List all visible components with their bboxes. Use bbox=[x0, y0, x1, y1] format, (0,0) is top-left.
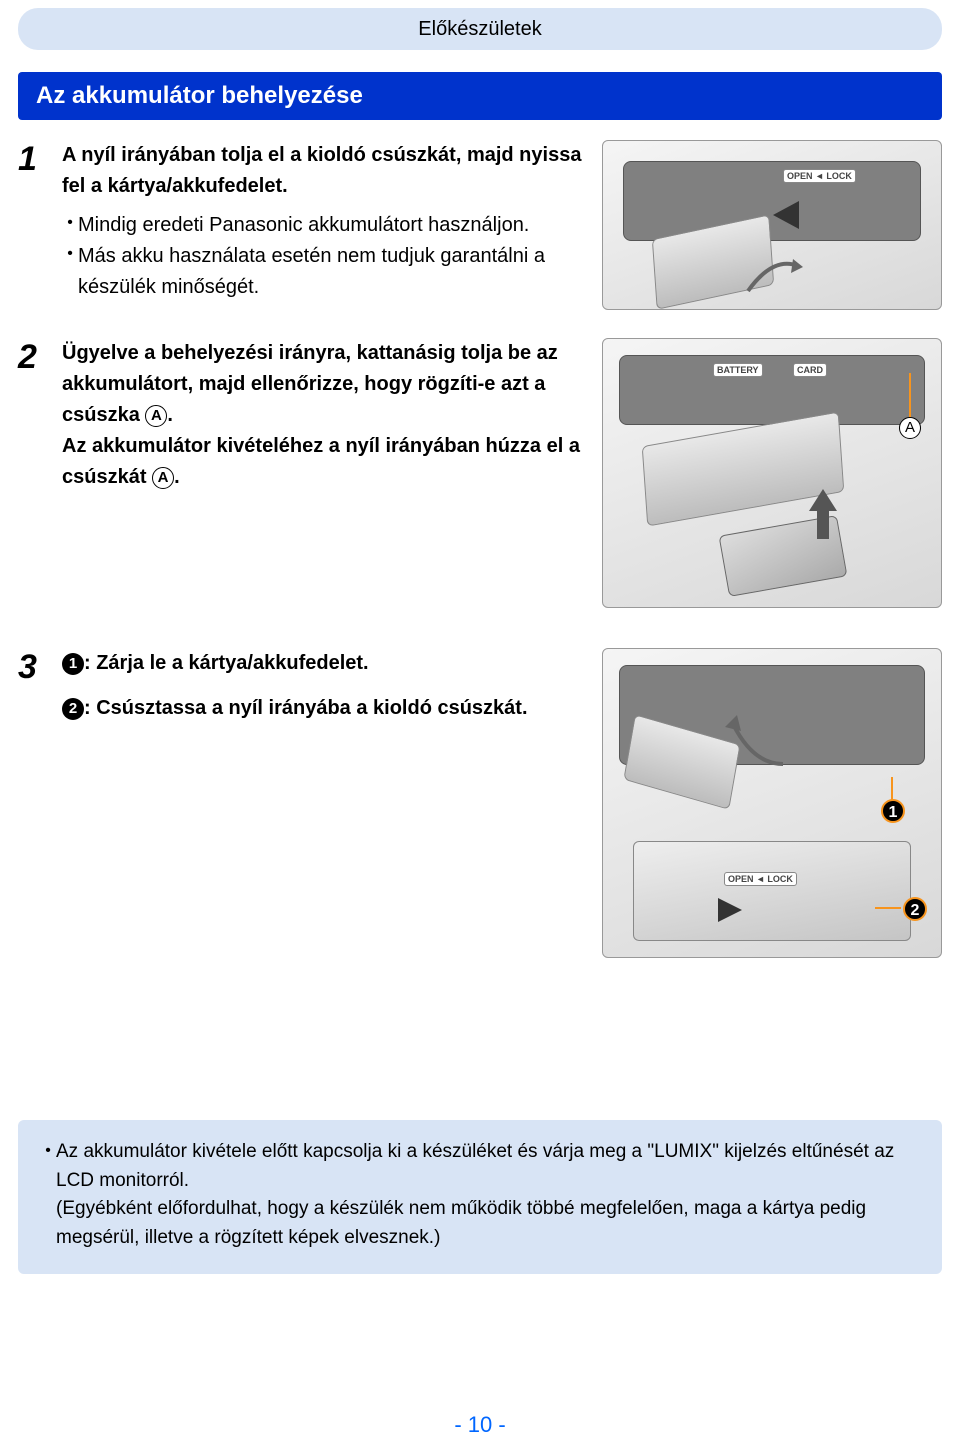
bullet-text: Más akku használata esetén nem tudjuk ga… bbox=[78, 241, 586, 303]
step3-line1: : Zárja le a kártya/akkufedelet. bbox=[84, 652, 369, 674]
step-main: A nyíl irányában tolja el a kioldó csúsz… bbox=[62, 140, 586, 202]
bullet-text: Mindig eredeti Panasonic akkumulátort ha… bbox=[78, 210, 529, 241]
step-3: 3 1: Zárja le a kártya/akkufedelet. 2: C… bbox=[18, 648, 942, 958]
ref-2: 2 bbox=[62, 698, 84, 720]
callout-1: 1 bbox=[881, 799, 905, 823]
note-line2: (Egyébként előfordulhat, hogy a készülék… bbox=[56, 1198, 866, 1248]
ref-A: A bbox=[145, 405, 167, 427]
bullet-dot: • bbox=[40, 1138, 56, 1164]
breadcrumb-header: Előkészületek bbox=[18, 8, 942, 50]
step-2: 2 Ügyelve a behelyezési irányra, kattaná… bbox=[18, 338, 942, 608]
callout-A: A bbox=[899, 417, 921, 439]
note-line1: Az akkumulátor kivétele előtt kapcsolja … bbox=[56, 1141, 894, 1191]
battery-label: BATTERY bbox=[713, 363, 763, 377]
illustration-1: OPEN ◄ LOCK bbox=[602, 140, 942, 310]
step-text: A nyíl irányában tolja el a kioldó csúsz… bbox=[62, 140, 602, 303]
illustration-3: 1 OPEN ◄ LOCK 2 bbox=[602, 648, 942, 958]
card-label: CARD bbox=[793, 363, 827, 377]
step-number: 2 bbox=[18, 338, 62, 374]
step3-line2: : Csúsztassa a nyíl irányába a kioldó cs… bbox=[84, 697, 528, 719]
ref-A: A bbox=[152, 467, 174, 489]
open-lock-label-2: OPEN ◄ LOCK bbox=[724, 872, 797, 886]
ref-1: 1 bbox=[62, 653, 84, 675]
note-box: • Az akkumulátor kivétele előtt kapcsolj… bbox=[18, 1120, 942, 1274]
section-title: Az akkumulátor behelyezése bbox=[18, 72, 942, 120]
step-main-b: Az akkumulátor kivételéhez a nyíl irányá… bbox=[62, 435, 580, 488]
step-1: 1 A nyíl irányában tolja el a kioldó csú… bbox=[18, 140, 942, 310]
main-content: 1 A nyíl irányában tolja el a kioldó csú… bbox=[18, 140, 942, 986]
step-number: 1 bbox=[18, 140, 62, 176]
bullet-dot: • bbox=[62, 210, 78, 236]
illustration-2: BATTERY CARD A bbox=[602, 338, 942, 608]
step-main-a: Ügyelve a behelyezési irányra, kattanási… bbox=[62, 342, 558, 426]
open-lock-label: OPEN ◄ LOCK bbox=[783, 169, 856, 183]
step-text: Ügyelve a behelyezési irányra, kattanási… bbox=[62, 338, 602, 493]
bullet-dot: • bbox=[62, 241, 78, 267]
step-number: 3 bbox=[18, 648, 62, 684]
step-text: 1: Zárja le a kártya/akkufedelet. 2: Csú… bbox=[62, 648, 602, 724]
page-number: - 10 - bbox=[0, 1412, 960, 1438]
callout-2: 2 bbox=[903, 897, 927, 921]
